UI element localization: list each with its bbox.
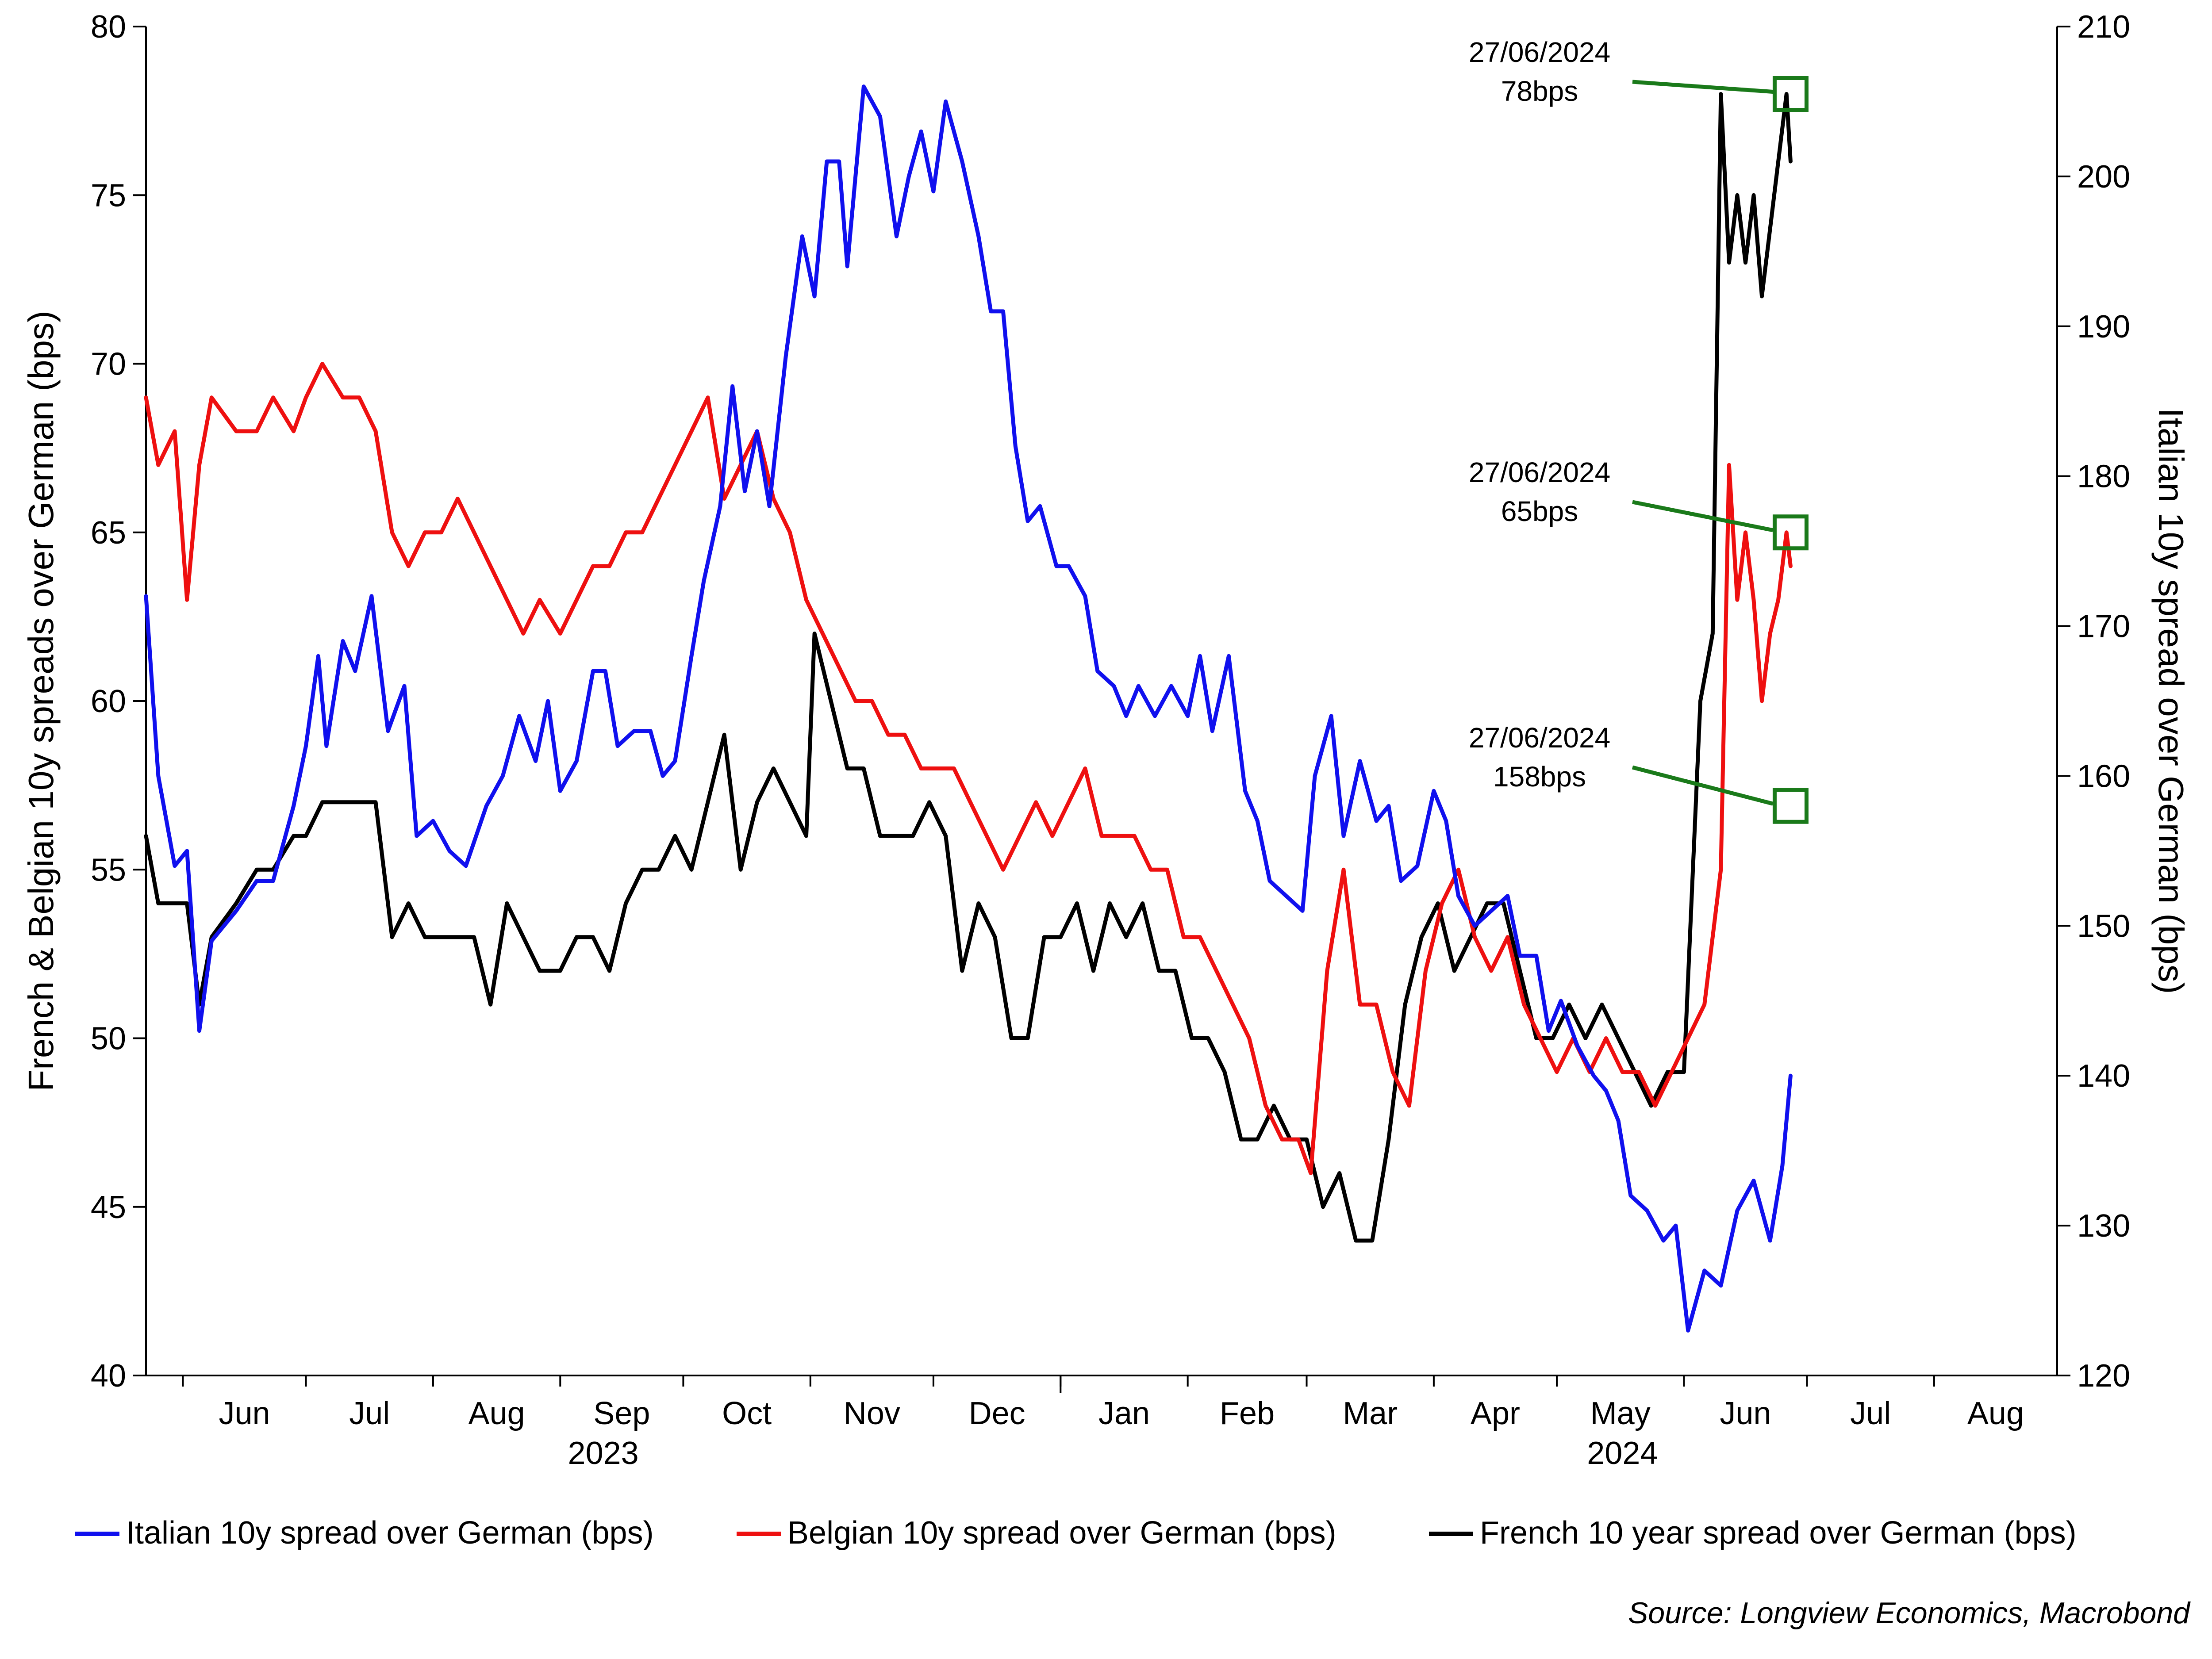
month-label: Jun — [219, 1396, 270, 1431]
month-label: Sep — [593, 1396, 650, 1431]
month-label: Jul — [1850, 1396, 1891, 1431]
annotation-date: 27/06/2024 — [1469, 722, 1610, 754]
right-tick-label: 120 — [2077, 1358, 2130, 1394]
month-label: Oct — [722, 1396, 772, 1431]
annotation-box — [1772, 76, 1809, 112]
month-label: Feb — [1220, 1396, 1275, 1431]
right-tick-label: 160 — [2077, 759, 2130, 794]
axes: 40 45 50 55 60 65 70 75 80 120 130 140 150 160 170 180 1… — [21, 9, 2191, 1471]
month-label: Aug — [469, 1396, 525, 1431]
series-line-italian — [144, 84, 1793, 1333]
right-tick-label: 200 — [2077, 159, 2130, 195]
annotation-value: 78bps — [1501, 75, 1578, 107]
right-tick-label: 190 — [2077, 309, 2130, 345]
month-label: Apr — [1471, 1396, 1520, 1431]
right-tick-label: 130 — [2077, 1208, 2130, 1244]
annotations: 27/06/2024 78bps 27/06/2024 65bps 27/06/2024… — [1469, 36, 1809, 824]
left-tick-label: 80 — [91, 9, 126, 45]
left-tick-label: 45 — [91, 1190, 126, 1225]
left-tick-label: 55 — [91, 852, 126, 888]
year-label: 2024 — [1587, 1436, 1658, 1471]
legend-label: Belgian 10y spread over German (bps) — [787, 1515, 1336, 1551]
month-label: Aug — [1967, 1396, 2024, 1431]
left-tick-label: 40 — [91, 1358, 126, 1394]
annotation-leader — [1632, 765, 1774, 806]
month-label: Mar — [1343, 1396, 1398, 1431]
month-label: May — [1590, 1396, 1651, 1431]
month-label: Jun — [1720, 1396, 1771, 1431]
source-note: Source: Longview Economics, Macrobond — [1628, 1596, 2191, 1630]
right-tick-label: 140 — [2077, 1058, 2130, 1094]
annotation-value: 158bps — [1493, 761, 1586, 793]
legend-label: French 10 year spread over German (bps) — [1480, 1515, 2077, 1551]
legend: Italian 10y spread over German (bps) Belg… — [75, 1515, 2077, 1551]
annotation-value: 65bps — [1501, 495, 1578, 527]
annotation-leader — [1632, 500, 1774, 533]
left-tick-label: 70 — [91, 347, 126, 382]
left-tick-label: 75 — [91, 178, 126, 213]
month-label: Jan — [1098, 1396, 1150, 1431]
left-axis-title: French & Belgian 10y spreads over German… — [21, 310, 61, 1091]
annotation-leader — [1632, 80, 1773, 94]
left-tick-label: 50 — [91, 1021, 126, 1057]
month-label: Jul — [349, 1396, 390, 1431]
series-lines — [144, 84, 1793, 1333]
left-tick-label: 60 — [91, 684, 126, 719]
legend-label: Italian 10y spread over German (bps) — [126, 1515, 654, 1551]
left-tick-label: 65 — [91, 515, 126, 551]
right-tick-label: 170 — [2077, 609, 2130, 644]
right-tick-label: 150 — [2077, 908, 2130, 944]
annotation-date: 27/06/2024 — [1469, 36, 1610, 68]
year-label: 2023 — [568, 1436, 639, 1471]
annotation-date: 27/06/2024 — [1469, 456, 1610, 488]
series-line-french — [144, 92, 1793, 1243]
annotation-box — [1772, 788, 1809, 824]
right-tick-label: 210 — [2077, 9, 2130, 45]
month-label: Dec — [969, 1396, 1025, 1431]
right-tick-label: 180 — [2077, 459, 2130, 494]
month-label: Nov — [844, 1396, 900, 1431]
right-axis-title: Italian 10y spread over German (bps) — [2151, 408, 2191, 994]
annotation-box — [1772, 514, 1809, 551]
